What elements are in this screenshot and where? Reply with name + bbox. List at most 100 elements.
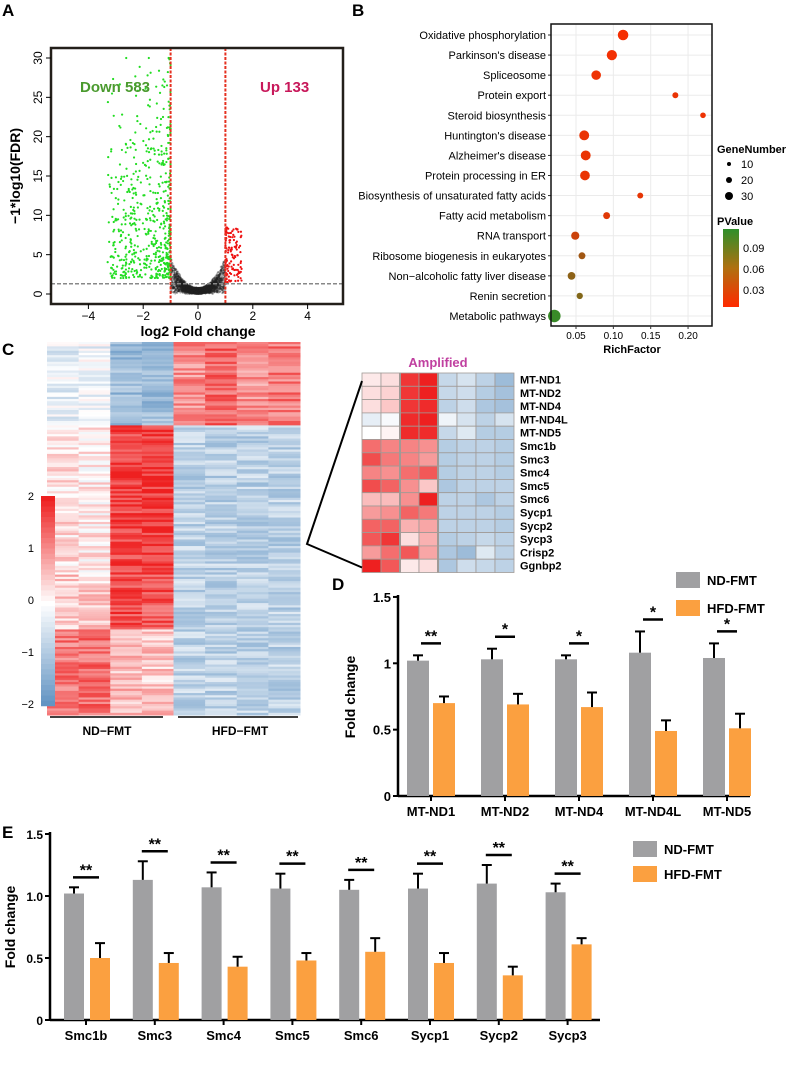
- volcano-point-ns: [211, 282, 214, 285]
- volcano-point-ns: [173, 290, 176, 293]
- volcano-point-down: [163, 225, 167, 228]
- volcano-point-ns: [222, 290, 225, 293]
- volcano-point-ns: [207, 287, 210, 290]
- pathway-label: Parkinson's disease: [449, 50, 547, 62]
- volcano-point-ns: [204, 291, 207, 294]
- volcano-point-up: [239, 235, 242, 239]
- volcano-point-ns: [187, 288, 190, 291]
- volcano-point-ns: [216, 276, 219, 279]
- volcano-point-down: [122, 179, 125, 183]
- volcano-point-ns: [191, 289, 194, 292]
- volcano-point-ns: [206, 287, 209, 290]
- volcano-point-ns: [196, 289, 199, 292]
- volcano-point-up: [236, 254, 239, 257]
- volcano-point-ns: [222, 286, 225, 289]
- volcano-point-down: [148, 265, 151, 268]
- volcano-point-ns: [178, 280, 181, 283]
- volcano-point-ns: [195, 289, 198, 292]
- volcano-point-down: [160, 222, 163, 225]
- volcano-point-ns: [194, 289, 197, 292]
- volcano-point-ns: [190, 290, 193, 293]
- volcano-point-ns: [177, 290, 180, 293]
- volcano-point-ns: [182, 289, 185, 292]
- volcano-point-ns: [198, 291, 201, 294]
- volcano-point-ns: [194, 290, 197, 293]
- volcano-point-ns: [198, 292, 201, 295]
- volcano-point-ns: [172, 269, 175, 272]
- volcano-point-ns: [222, 271, 225, 274]
- volcano-point-down: [116, 218, 120, 221]
- volcano-point-ns: [203, 288, 206, 291]
- volcano-point-ns: [213, 289, 216, 292]
- volcano-point-down: [136, 201, 139, 204]
- volcano-point-down: [112, 187, 116, 190]
- volcano-point-ns: [172, 287, 175, 290]
- volcano-point-ns: [200, 289, 203, 292]
- volcano-point-ns: [198, 287, 201, 290]
- volcano-point-ns: [176, 270, 179, 273]
- volcano-point-ns: [204, 288, 207, 291]
- volcano-point-ns: [214, 290, 217, 293]
- volcano-point-ns: [181, 284, 184, 287]
- volcano-point-ns: [185, 286, 188, 289]
- volcano-point-ns: [188, 290, 191, 293]
- volcano-point-ns: [205, 287, 208, 290]
- volcano-point-ns: [188, 287, 191, 290]
- volcano-point-down: [147, 166, 151, 169]
- volcano-point-ns: [194, 292, 197, 295]
- volcano-point-ns: [208, 291, 211, 294]
- volcano-point-ns: [200, 288, 203, 291]
- volcano-point-up: [233, 235, 236, 238]
- volcano-point-down: [122, 208, 125, 211]
- volcano-point-ns: [198, 290, 201, 293]
- volcano-point-ns: [211, 281, 214, 284]
- volcano-point-ns: [174, 289, 177, 292]
- volcano-point-ns: [209, 291, 212, 294]
- volcano-point-ns: [193, 290, 196, 293]
- volcano-point-ns: [183, 289, 186, 292]
- volcano-point-down: [123, 175, 126, 178]
- volcano-point-down: [124, 142, 127, 145]
- volcano-point-ns: [202, 286, 205, 289]
- volcano-point-ns: [206, 289, 209, 292]
- volcano-point-ns: [185, 290, 188, 293]
- volcano-point-ns: [200, 287, 203, 290]
- volcano-point-ns: [190, 287, 193, 290]
- volcano-point-ns: [183, 288, 186, 291]
- volcano-point-down: [120, 267, 123, 270]
- volcano-point-down: [108, 185, 112, 188]
- volcano-point-ns: [204, 290, 207, 293]
- volcano-point-ns: [197, 291, 200, 294]
- volcano-point-ns: [194, 290, 197, 293]
- volcano-point-ns: [190, 290, 193, 293]
- volcano-point-ns: [192, 288, 195, 291]
- volcano-point-ns: [174, 292, 177, 295]
- volcano-point-ns: [175, 283, 178, 286]
- volcano-point-ns: [199, 288, 202, 291]
- volcano-point-ns: [196, 290, 199, 293]
- volcano-point-ns: [185, 290, 188, 293]
- volcano-point-down: [156, 249, 159, 252]
- kegg-color-legend-title: PValue: [717, 216, 753, 228]
- volcano-point-ns: [177, 277, 180, 280]
- volcano-point-ns: [196, 292, 199, 295]
- volcano-point-down: [161, 84, 164, 87]
- volcano-point-ns: [192, 287, 195, 290]
- volcano-point-ns: [174, 276, 177, 279]
- pathway-label: Metabolic pathways: [449, 311, 546, 323]
- volcano-point-ns: [194, 292, 197, 295]
- volcano-point-ns: [206, 290, 209, 293]
- volcano-point-ns: [205, 289, 208, 292]
- volcano-point-down: [128, 222, 132, 225]
- volcano-point-ns: [192, 286, 195, 289]
- volcano-point-ns: [184, 286, 187, 289]
- volcano-point-ns: [193, 290, 196, 293]
- volcano-point-down: [154, 230, 157, 233]
- volcano-point-ns: [194, 290, 197, 293]
- volcano-point-ns: [214, 290, 217, 293]
- volcano-point-down: [112, 268, 115, 271]
- volcano-point-ns: [186, 289, 189, 292]
- volcano-point-ns: [196, 291, 199, 294]
- volcano-point-ns: [213, 286, 216, 289]
- volcano-point-ns: [191, 288, 194, 291]
